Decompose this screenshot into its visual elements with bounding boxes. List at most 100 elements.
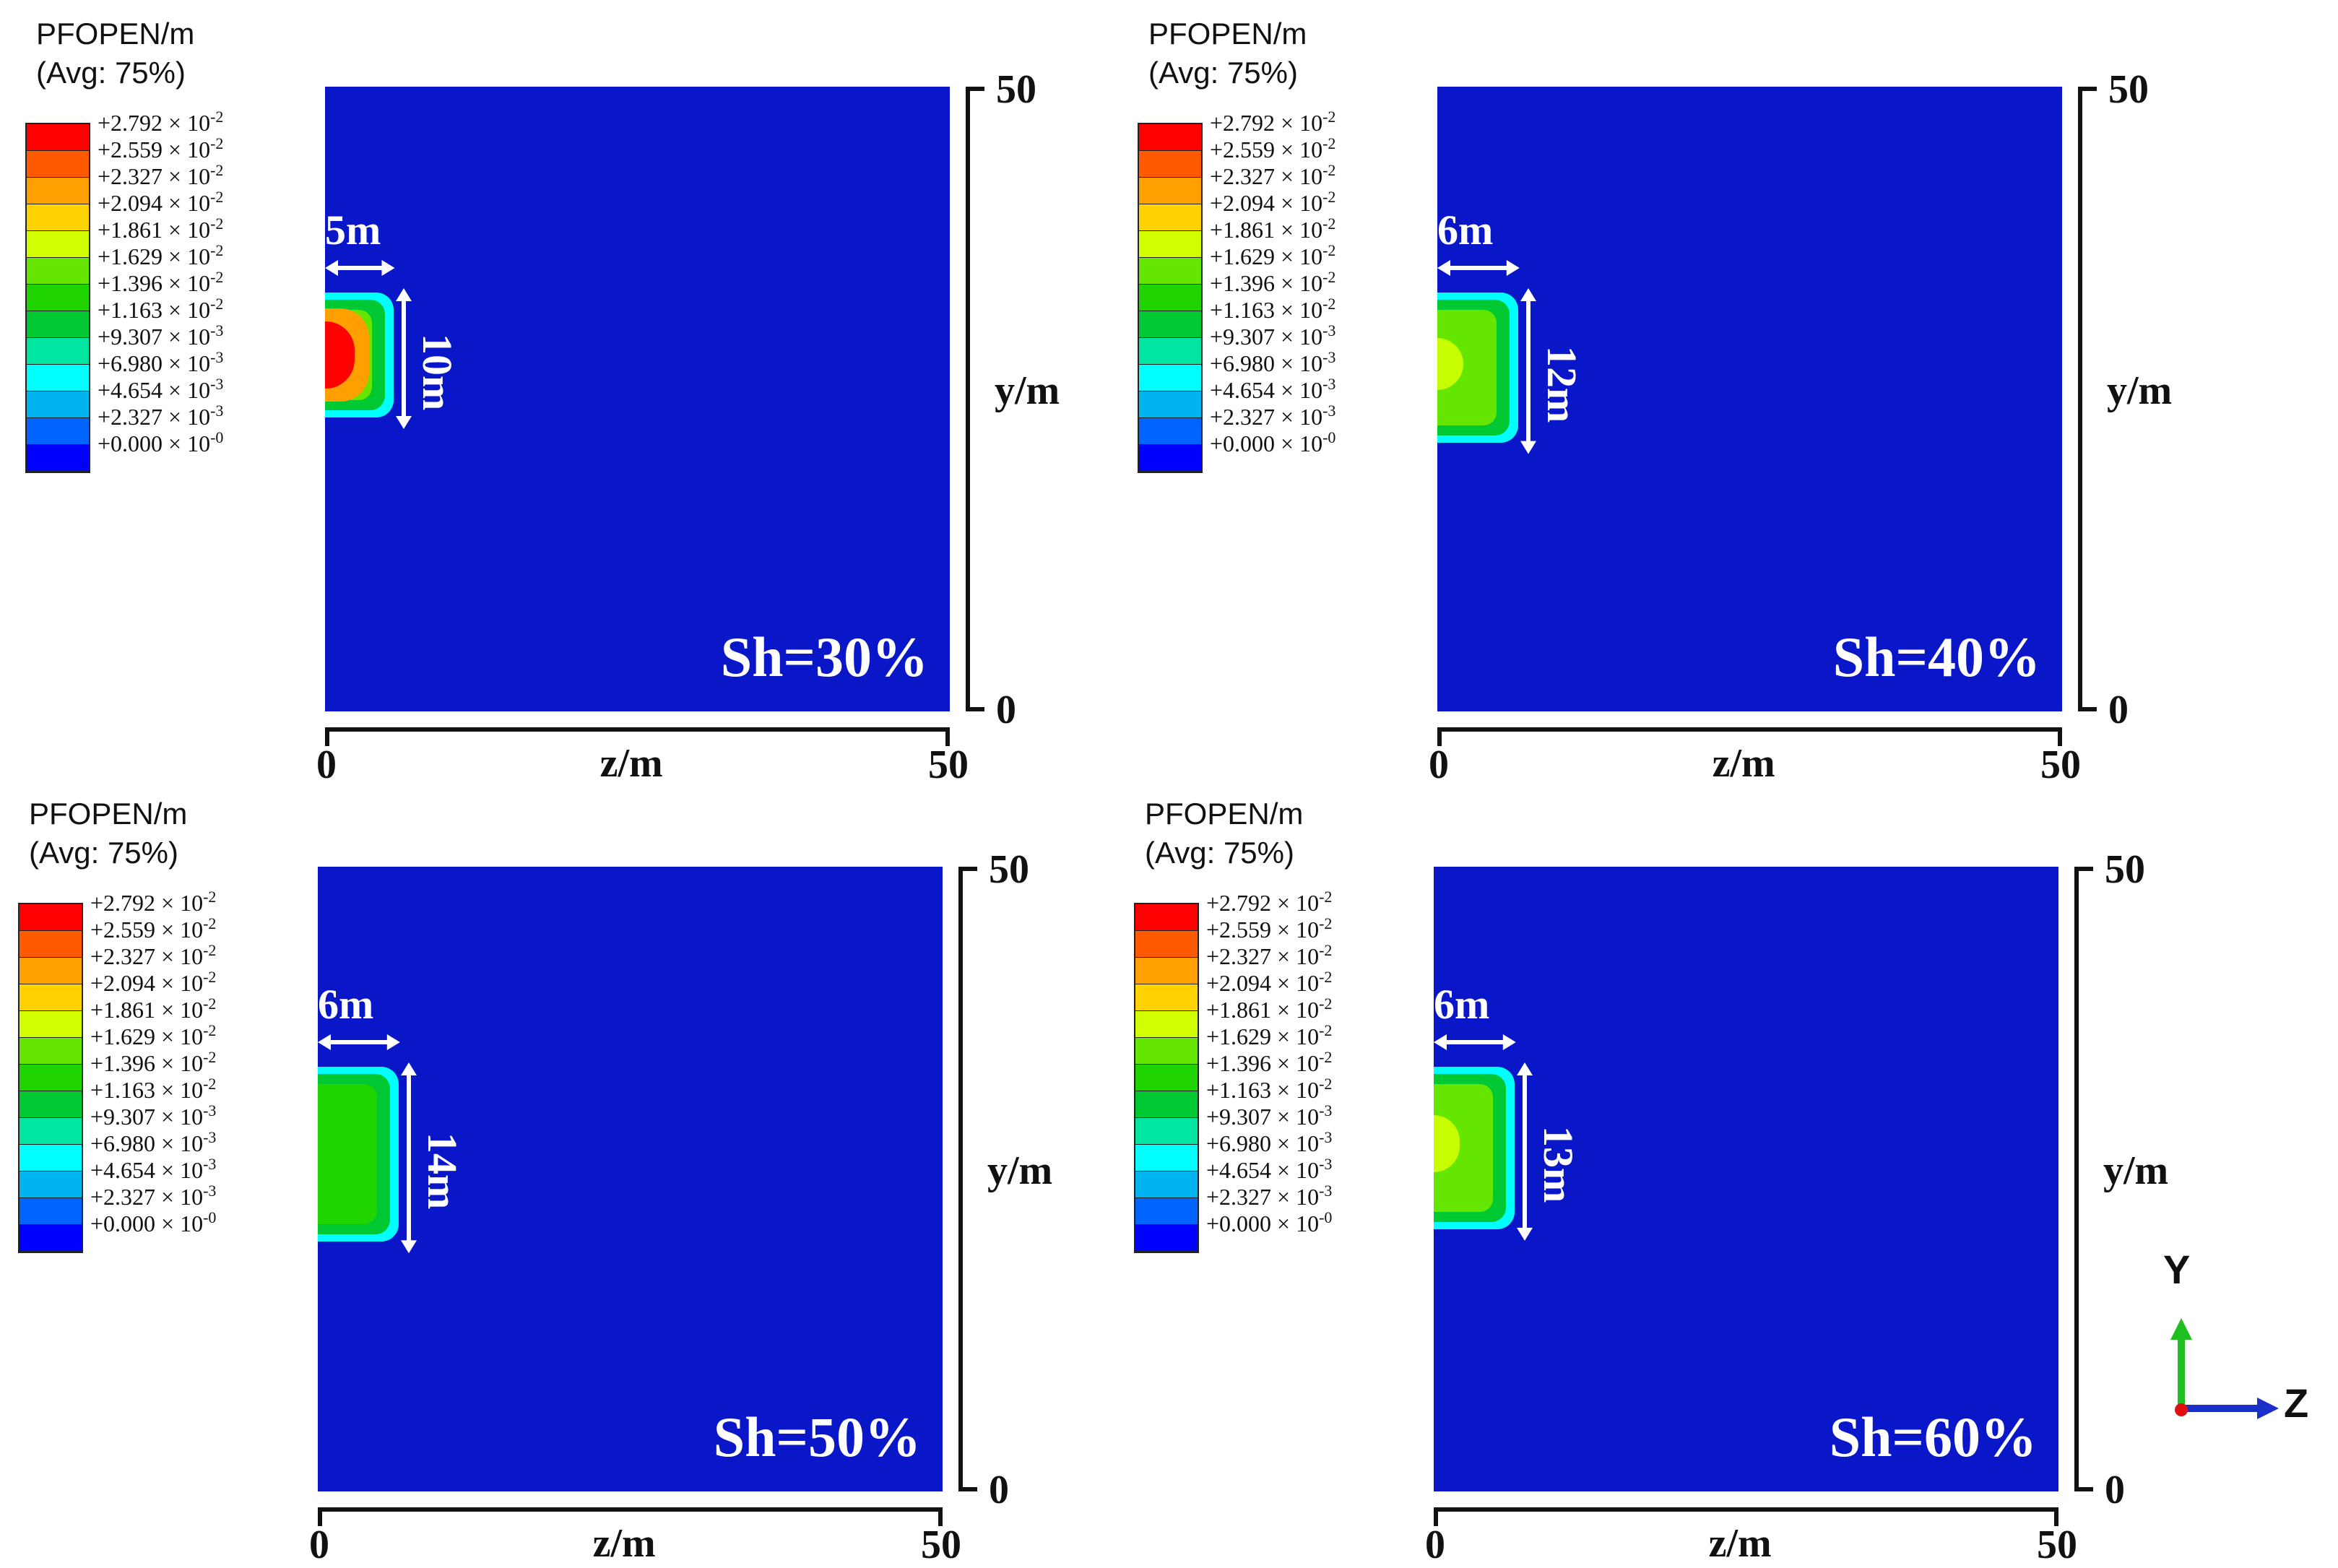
- contour-field: 6m 14m Sh=50%: [318, 867, 943, 1491]
- legend-level-exponent: -2: [210, 134, 224, 152]
- legend-swatch: [20, 1225, 82, 1252]
- legend-level-times: × 10: [1275, 137, 1323, 163]
- legend-level-exponent: -3: [1322, 375, 1336, 393]
- legend-level-exponent: -2: [203, 995, 217, 1013]
- z-axis-min-label: 0: [1425, 1522, 1445, 1567]
- legend-level-mantissa: +1.163: [1210, 297, 1276, 323]
- legend-level-times: × 10: [1275, 404, 1323, 430]
- legend-level-exponent: -0: [203, 1208, 217, 1226]
- legend-swatch: [20, 1171, 82, 1198]
- legend-level-mantissa: +4.654: [1206, 1157, 1272, 1183]
- z-axis-max-label: 50: [921, 1522, 961, 1567]
- legend-swatch: [27, 151, 89, 178]
- legend-level-times: × 10: [1271, 1157, 1320, 1183]
- legend-level-mantissa: +4.654: [90, 1157, 156, 1183]
- legend-level-exponent: -2: [1322, 268, 1336, 286]
- legend-level-label: +6.980 × 10-3: [1206, 1130, 1332, 1157]
- legend-level-times: × 10: [1271, 1077, 1320, 1103]
- legend-level-times: × 10: [1271, 1210, 1320, 1236]
- legend-level-mantissa: +1.629: [90, 1023, 156, 1049]
- legend-level-exponent: -2: [203, 914, 217, 932]
- legend-level-label: +2.559 × 10-2: [90, 914, 217, 943]
- legend-level-label: +1.396 × 10-2: [98, 269, 223, 297]
- legend-level-exponent: -2: [1322, 134, 1336, 152]
- legend-level-times: × 10: [163, 163, 211, 189]
- z-axis-title: z/m: [1708, 1521, 1772, 1566]
- legend-level-mantissa: +9.307: [1210, 324, 1276, 350]
- contour-field: 5m 10m Sh=30%: [325, 87, 950, 711]
- legend-level-mantissa: +0.000: [90, 1210, 156, 1236]
- legend-swatch: [1139, 231, 1201, 258]
- legend-level-times: × 10: [155, 1050, 204, 1076]
- height-dimension-label: 12m: [1538, 346, 1585, 423]
- legend-swatch: [1135, 1118, 1198, 1145]
- legend-level-mantissa: +2.792: [1210, 110, 1276, 136]
- legend-level-times: × 10: [1271, 917, 1320, 943]
- legend-level-exponent: -3: [1319, 1182, 1333, 1200]
- y-axis-max-label: 50: [2108, 67, 2149, 112]
- legend-level-times: × 10: [163, 350, 211, 376]
- legend-level-label: +1.163 × 10-2: [1206, 1076, 1332, 1104]
- legend-level-label: +1.396 × 10-2: [90, 1048, 217, 1077]
- legend-swatch: [1139, 418, 1201, 445]
- legend-swatch: [1139, 338, 1201, 365]
- legend-level-mantissa: +9.307: [98, 324, 163, 350]
- legend-level-times: × 10: [1271, 943, 1320, 969]
- contour-field: 6m 12m Sh=40%: [1437, 87, 2062, 711]
- legend-level-mantissa: +4.654: [98, 377, 163, 403]
- legend-level-times: × 10: [1271, 1104, 1320, 1130]
- legend-level-label: +0.000 × 10-0: [90, 1210, 216, 1237]
- legend-level-times: × 10: [1271, 1050, 1320, 1076]
- legend-level-mantissa: +6.980: [1210, 350, 1276, 376]
- legend-level-times: × 10: [1275, 270, 1323, 296]
- legend-swatch: [20, 1198, 82, 1225]
- legend-level-label: +2.792 × 10-2: [1206, 889, 1332, 917]
- legend-level-exponent: -2: [1319, 941, 1333, 959]
- legend-level-label: +1.861 × 10-2: [1210, 216, 1335, 243]
- legend-level-times: × 10: [163, 324, 211, 350]
- legend-level-label: +1.163 × 10-2: [1210, 296, 1335, 324]
- height-dimension-label: 14m: [418, 1132, 466, 1210]
- legend-level-exponent: -2: [1322, 188, 1336, 206]
- legend-level-exponent: -2: [210, 215, 224, 233]
- legend-level-mantissa: +2.327: [90, 1184, 156, 1210]
- legend-level-times: × 10: [155, 1157, 204, 1183]
- legend-level-exponent: -2: [203, 1048, 217, 1066]
- legend-level-label: +9.307 × 10-3: [98, 323, 223, 350]
- legend-level-mantissa: +2.094: [90, 970, 156, 996]
- legend-level-times: × 10: [1275, 324, 1323, 350]
- legend-level-exponent: -2: [203, 968, 217, 986]
- legend-swatch: [20, 931, 82, 958]
- legend-level-mantissa: +2.792: [1206, 890, 1272, 916]
- legend-level-times: × 10: [163, 137, 211, 163]
- legend-level-exponent: -2: [210, 295, 224, 313]
- legend-swatch: [1135, 1198, 1198, 1225]
- z-axis-title: z/m: [1712, 741, 1775, 786]
- legend-swatch: [20, 1145, 82, 1171]
- legend-level-mantissa: +1.396: [98, 270, 163, 296]
- legend-swatch: [27, 204, 89, 231]
- legend-level-mantissa: +2.327: [90, 943, 156, 969]
- legend-level-label: +9.307 × 10-3: [1210, 323, 1335, 350]
- legend-level-mantissa: +6.980: [98, 350, 163, 376]
- z-axis-title: z/m: [599, 741, 663, 786]
- triad-y-arrowhead: [2170, 1318, 2192, 1340]
- legend-level-exponent: -2: [1322, 161, 1336, 179]
- legend-level-exponent: -2: [1322, 108, 1336, 126]
- legend-level-label: +2.094 × 10-2: [1206, 969, 1332, 997]
- legend-swatch: [20, 1118, 82, 1145]
- legend-level-mantissa: +1.629: [98, 243, 163, 269]
- legend-level-exponent: -3: [210, 348, 224, 366]
- legend-level-mantissa: +2.327: [1210, 163, 1276, 189]
- legend-swatch: [1139, 178, 1201, 204]
- legend-swatch: [27, 124, 89, 151]
- saturation-label: Sh=60%: [1829, 1405, 2037, 1468]
- legend-level-times: × 10: [155, 1023, 204, 1049]
- legend-level-times: × 10: [163, 377, 211, 403]
- contour-field: 6m 13m Sh=60%: [1434, 867, 2058, 1491]
- legend-swatch: [1135, 1225, 1198, 1252]
- legend-level-times: × 10: [1275, 350, 1323, 376]
- legend-level-label: +4.654 × 10-3: [1206, 1156, 1332, 1184]
- legend-swatch: [20, 984, 82, 1011]
- legend-level-times: × 10: [1271, 997, 1320, 1023]
